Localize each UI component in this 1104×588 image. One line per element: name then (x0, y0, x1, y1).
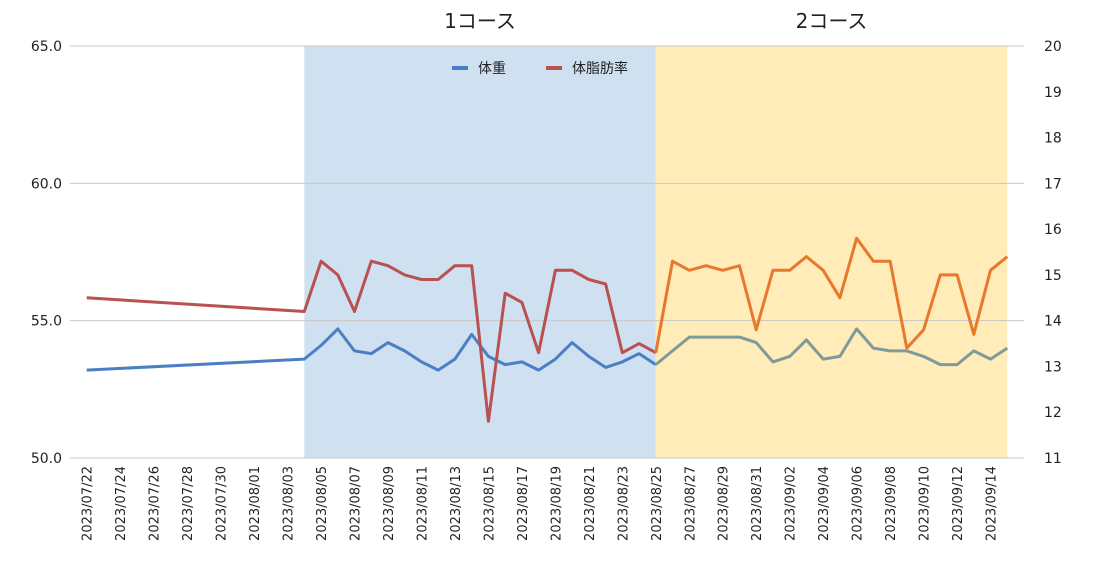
x-tick-label: 2023/08/29 (717, 466, 732, 541)
course-labels: 1コース 2コース (444, 9, 867, 33)
y-right-tick-label: 14 (1044, 314, 1062, 330)
legend-label-1: 体重 (478, 61, 506, 77)
series-line-1-course1 (86, 327, 657, 372)
y-right-tick-label: 17 (1044, 176, 1062, 192)
series-line-2-course2 (654, 236, 1009, 353)
legend-label-2: 体脂肪率 (572, 60, 628, 77)
y-left-tick-label: 55.0 (31, 314, 62, 330)
x-tick-label: 2023/08/25 (650, 466, 665, 541)
x-tick-label: 2023/08/01 (248, 466, 263, 541)
x-tick-label: 2023/08/11 (415, 466, 430, 541)
x-tick-label: 2023/08/13 (449, 466, 464, 541)
y-right-tick-label: 18 (1044, 131, 1062, 147)
x-tick-label: 2023/08/17 (516, 466, 531, 541)
y-axis-left: 50.0 55.0 60.0 65.0 (31, 39, 62, 467)
x-tick-label: 2023/08/23 (616, 466, 631, 541)
x-tick-label: 2023/07/22 (81, 466, 96, 541)
y-right-tick-label: 20 (1044, 39, 1062, 55)
x-tick-label: 2023/08/05 (315, 466, 330, 541)
y-right-tick-label: 19 (1044, 85, 1062, 101)
series-lines (86, 236, 1009, 423)
x-tick-label: 2023/09/04 (817, 466, 832, 541)
y-left-tick-label: 60.0 (31, 176, 62, 192)
y-left-tick-label: 65.0 (31, 39, 62, 55)
course-label-2: 2コース (796, 9, 868, 33)
course-band-2 (655, 46, 1008, 458)
course-bands (304, 46, 1008, 458)
x-axis: 2023/07/22 2023/07/24 2023/07/26 2023/07/28… (81, 466, 1000, 541)
x-tick-label: 2023/08/19 (549, 466, 564, 541)
course-band-1 (304, 46, 656, 458)
x-tick-label: 2023/07/30 (215, 466, 230, 541)
y-right-tick-label: 15 (1044, 268, 1062, 284)
x-tick-label: 2023/08/07 (349, 466, 364, 541)
y-left-tick-label: 50.0 (31, 451, 62, 467)
x-tick-label: 2023/08/31 (750, 466, 765, 541)
y-right-tick-label: 13 (1044, 359, 1062, 375)
y-axis-right: 11 12 13 14 15 16 17 18 19 20 (1044, 39, 1062, 467)
x-tick-label: 2023/08/27 (683, 466, 698, 541)
legend: 体重 体脂肪率 (452, 60, 628, 77)
y-right-tick-label: 12 (1044, 405, 1062, 421)
x-tick-label: 2023/07/28 (181, 466, 196, 541)
x-tick-label: 2023/09/08 (884, 466, 899, 541)
x-tick-label: 2023/09/06 (851, 466, 866, 541)
x-tick-label: 2023/09/14 (985, 466, 1000, 541)
series-line-1-course2 (654, 327, 1009, 367)
x-tick-label: 2023/09/10 (918, 466, 933, 541)
x-tick-label: 2023/08/09 (382, 466, 397, 541)
y-right-tick-label: 11 (1044, 451, 1062, 467)
x-tick-label: 2023/07/26 (148, 466, 163, 541)
x-tick-label: 2023/09/12 (951, 466, 966, 541)
x-tick-label: 2023/08/21 (583, 466, 598, 541)
gridlines (70, 45, 1024, 459)
x-tick-label: 2023/09/02 (784, 466, 799, 541)
course-label-1: 1コース (444, 9, 516, 33)
x-tick-label: 2023/08/15 (482, 466, 497, 541)
series-line-2-course1 (86, 259, 657, 423)
y-right-tick-label: 16 (1044, 222, 1062, 238)
x-tick-label: 2023/08/03 (282, 466, 297, 541)
x-tick-label: 2023/07/24 (114, 466, 129, 541)
